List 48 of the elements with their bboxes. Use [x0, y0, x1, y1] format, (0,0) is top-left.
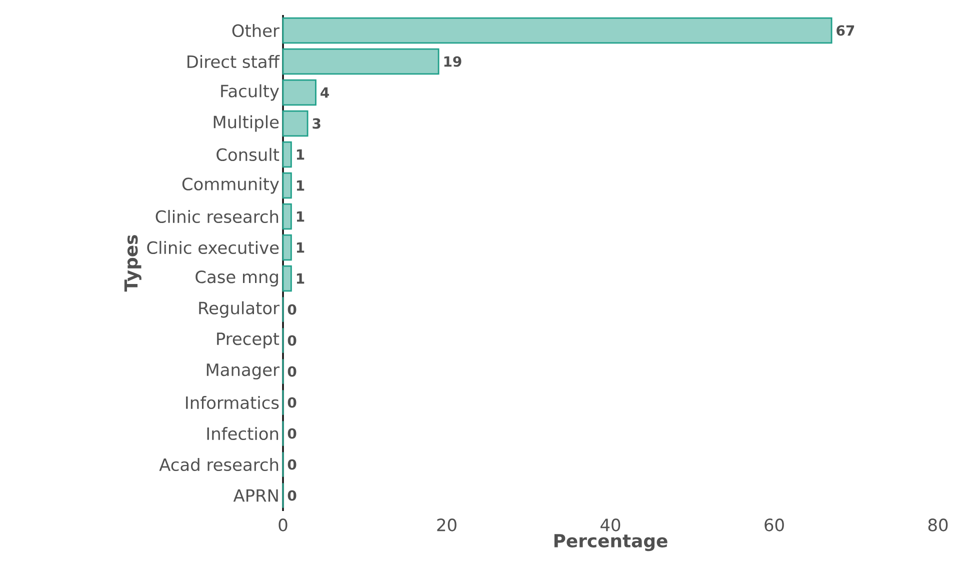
bar — [282, 79, 316, 106]
data-label: 0 — [288, 335, 296, 346]
y-tick-label: Clinic research — [156, 210, 278, 224]
y-tick-label: Informatics — [186, 396, 279, 410]
y-tick-label: Clinic executive — [147, 240, 279, 254]
x-tick-label: 80 — [928, 518, 948, 532]
data-label: 0 — [288, 397, 296, 408]
y-tick-label: Precept — [217, 332, 280, 348]
y-tick-label: Acad research — [159, 458, 278, 472]
bar — [282, 141, 292, 168]
y-tick-label: Consult — [216, 148, 280, 162]
y-tick-label: Community — [182, 177, 279, 194]
data-label: 3 — [312, 118, 320, 129]
y-tick-label: Multiple — [214, 115, 279, 132]
bar — [282, 234, 292, 261]
y-tick-label: Direct staff — [188, 54, 280, 68]
data-label: 19 — [444, 56, 462, 67]
bar — [282, 172, 292, 199]
bar — [282, 203, 292, 230]
data-label: 0 — [288, 459, 296, 470]
data-label: 67 — [836, 25, 854, 36]
y-tick-label: Other — [232, 24, 280, 38]
data-label: 0 — [288, 304, 296, 315]
y-tick-label: Infection — [207, 426, 278, 440]
data-label: 1 — [296, 211, 304, 222]
data-label: 1 — [296, 149, 304, 160]
x-tick-label: 60 — [764, 518, 784, 532]
x-tick-label: 20 — [437, 518, 456, 532]
x-tick-label: 0 — [278, 518, 288, 532]
data-label: 1 — [296, 242, 304, 253]
data-label: 0 — [288, 490, 296, 501]
x-axis-title: Percentage — [554, 534, 668, 552]
bar — [282, 110, 308, 137]
y-tick-label: Manager — [206, 364, 280, 380]
data-label: 1 — [296, 273, 304, 284]
data-label: 4 — [320, 87, 329, 98]
bar — [282, 265, 292, 292]
data-label: 1 — [296, 180, 304, 191]
y-tick-label: Regulator — [199, 301, 280, 318]
data-label: 0 — [288, 428, 296, 439]
bar — [282, 17, 832, 44]
bar — [282, 48, 440, 75]
y-tick-label: Case mng — [196, 270, 278, 287]
data-label: 0 — [288, 366, 296, 377]
y-tick-label: APRN — [233, 489, 278, 502]
y-tick-label: Faculty — [221, 84, 279, 101]
x-tick-label: 40 — [600, 518, 620, 532]
y-axis-title: Types — [124, 235, 142, 292]
